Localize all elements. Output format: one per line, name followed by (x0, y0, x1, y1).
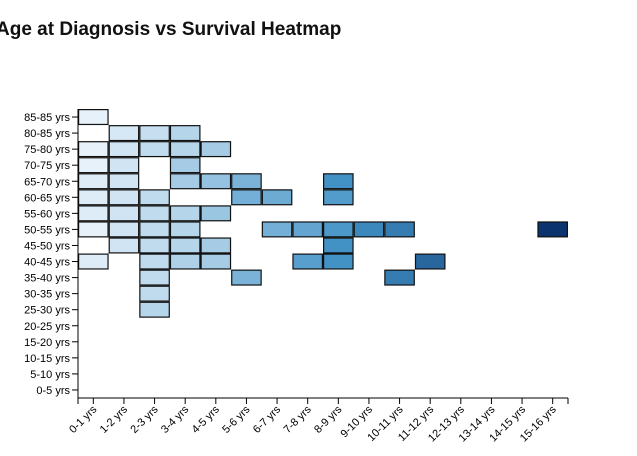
heatmap-cell (139, 301, 170, 318)
heatmap-cell (108, 189, 140, 206)
x-tick-label: 6-7 yrs (251, 403, 284, 436)
heatmap-cell (200, 141, 232, 158)
heatmap-cell (292, 253, 324, 270)
heatmap-cell (200, 173, 232, 190)
y-tick-label: 30-35 yrs (24, 289, 70, 301)
y-tick-label: 35-40 yrs (24, 273, 70, 285)
x-tick-label: 3-4 yrs (159, 403, 192, 436)
x-tick-label: 1-2 yrs (98, 403, 131, 436)
heatmap-cell (323, 173, 354, 190)
heatmap-cell (169, 237, 201, 254)
heatmap-cell (77, 253, 109, 270)
y-tick-label: 60-65 yrs (24, 192, 70, 204)
y-tick-label: 65-70 yrs (24, 176, 70, 188)
heatmap-cell (77, 189, 109, 206)
heatmap-cell (231, 269, 262, 286)
heatmap-cell (169, 157, 201, 174)
heatmap-cell (323, 221, 354, 238)
x-tick-label: 0-1 yrs (67, 403, 100, 436)
heatmap-cell (77, 173, 109, 190)
heatmap-cell (292, 221, 324, 238)
y-tick-label: 50-55 yrs (24, 224, 70, 236)
heatmap-cell (169, 253, 201, 270)
heatmap-cell (108, 125, 140, 142)
heatmap-cells (77, 108, 569, 318)
heatmap-cell (139, 269, 170, 286)
y-tick-label: 10-15 yrs (24, 353, 70, 365)
heatmap-cell (108, 157, 140, 174)
heatmap-cell (169, 173, 201, 190)
heatmap-cell (231, 189, 262, 206)
y-axis: 0-5 yrs 5-10 yrs 10-15 yrs 15-20 yrs 20-25 y… (24, 109, 79, 401)
heatmap-cell (231, 173, 262, 190)
heatmap-cell (108, 237, 140, 254)
y-tick-label: 0-5 yrs (36, 385, 70, 397)
y-tick-label: 75-80 yrs (24, 144, 70, 156)
x-tick-label: 5-6 yrs (220, 403, 253, 436)
heatmap-cell (169, 205, 201, 222)
y-tick-label: 85-85 yrs (24, 112, 70, 124)
heatmap-cell (108, 173, 140, 190)
heatmap-cell (77, 157, 109, 174)
heatmap-cell (108, 205, 140, 222)
heatmap-cell (139, 253, 170, 270)
y-tick-label: 5-10 yrs (30, 369, 70, 381)
y-tick-label: 15-20 yrs (24, 337, 70, 349)
heatmap-cell (139, 205, 170, 222)
heatmap-cell (139, 221, 170, 238)
heatmap-cell (139, 125, 170, 142)
y-tick-label: 55-60 yrs (24, 208, 70, 220)
x-tick-label: 2-3 yrs (128, 403, 161, 436)
x-tick-label: 4-5 yrs (190, 403, 223, 436)
heatmap-cell (200, 205, 232, 222)
heatmap-cell (169, 221, 201, 238)
heatmap-cell (169, 141, 201, 158)
heatmap-cell (169, 125, 201, 142)
heatmap-cell (323, 253, 354, 270)
x-tick-label: 7-8 yrs (282, 403, 315, 436)
heatmap-cell (139, 237, 170, 254)
heatmap-cell (139, 141, 170, 158)
heatmap-cell (414, 253, 446, 270)
y-tick-label: 80-85 yrs (24, 128, 70, 140)
heatmap-cell (261, 189, 293, 206)
y-tick-label: 25-30 yrs (24, 305, 70, 317)
heatmap-cell (77, 108, 109, 126)
y-tick-label: 20-25 yrs (24, 321, 70, 333)
heatmap-cell (77, 141, 109, 158)
heatmap-cell (384, 221, 415, 238)
y-tick-label: 40-45 yrs (24, 257, 70, 269)
heatmap-cell (353, 221, 385, 238)
heatmap-cell (384, 269, 415, 286)
heatmap-cell (108, 221, 140, 238)
heatmap-cell (200, 253, 232, 270)
heatmap-cell (139, 189, 170, 206)
y-tick-label: 45-50 yrs (24, 240, 70, 252)
heatmap-cell (108, 141, 140, 158)
heatmap-cell (77, 205, 109, 222)
heatmap-cell (77, 221, 109, 238)
heatmap-cell (261, 221, 293, 238)
y-tick-label: 70-75 yrs (24, 160, 70, 172)
heatmap-cell (139, 285, 170, 302)
heatmap-cell (323, 237, 354, 254)
heatmap-cell (537, 221, 569, 238)
heatmap-cell (323, 189, 354, 206)
heatmap-cell (200, 237, 232, 254)
chart-title: Age at Diagnosis vs Survival Heatmap (0, 19, 342, 40)
